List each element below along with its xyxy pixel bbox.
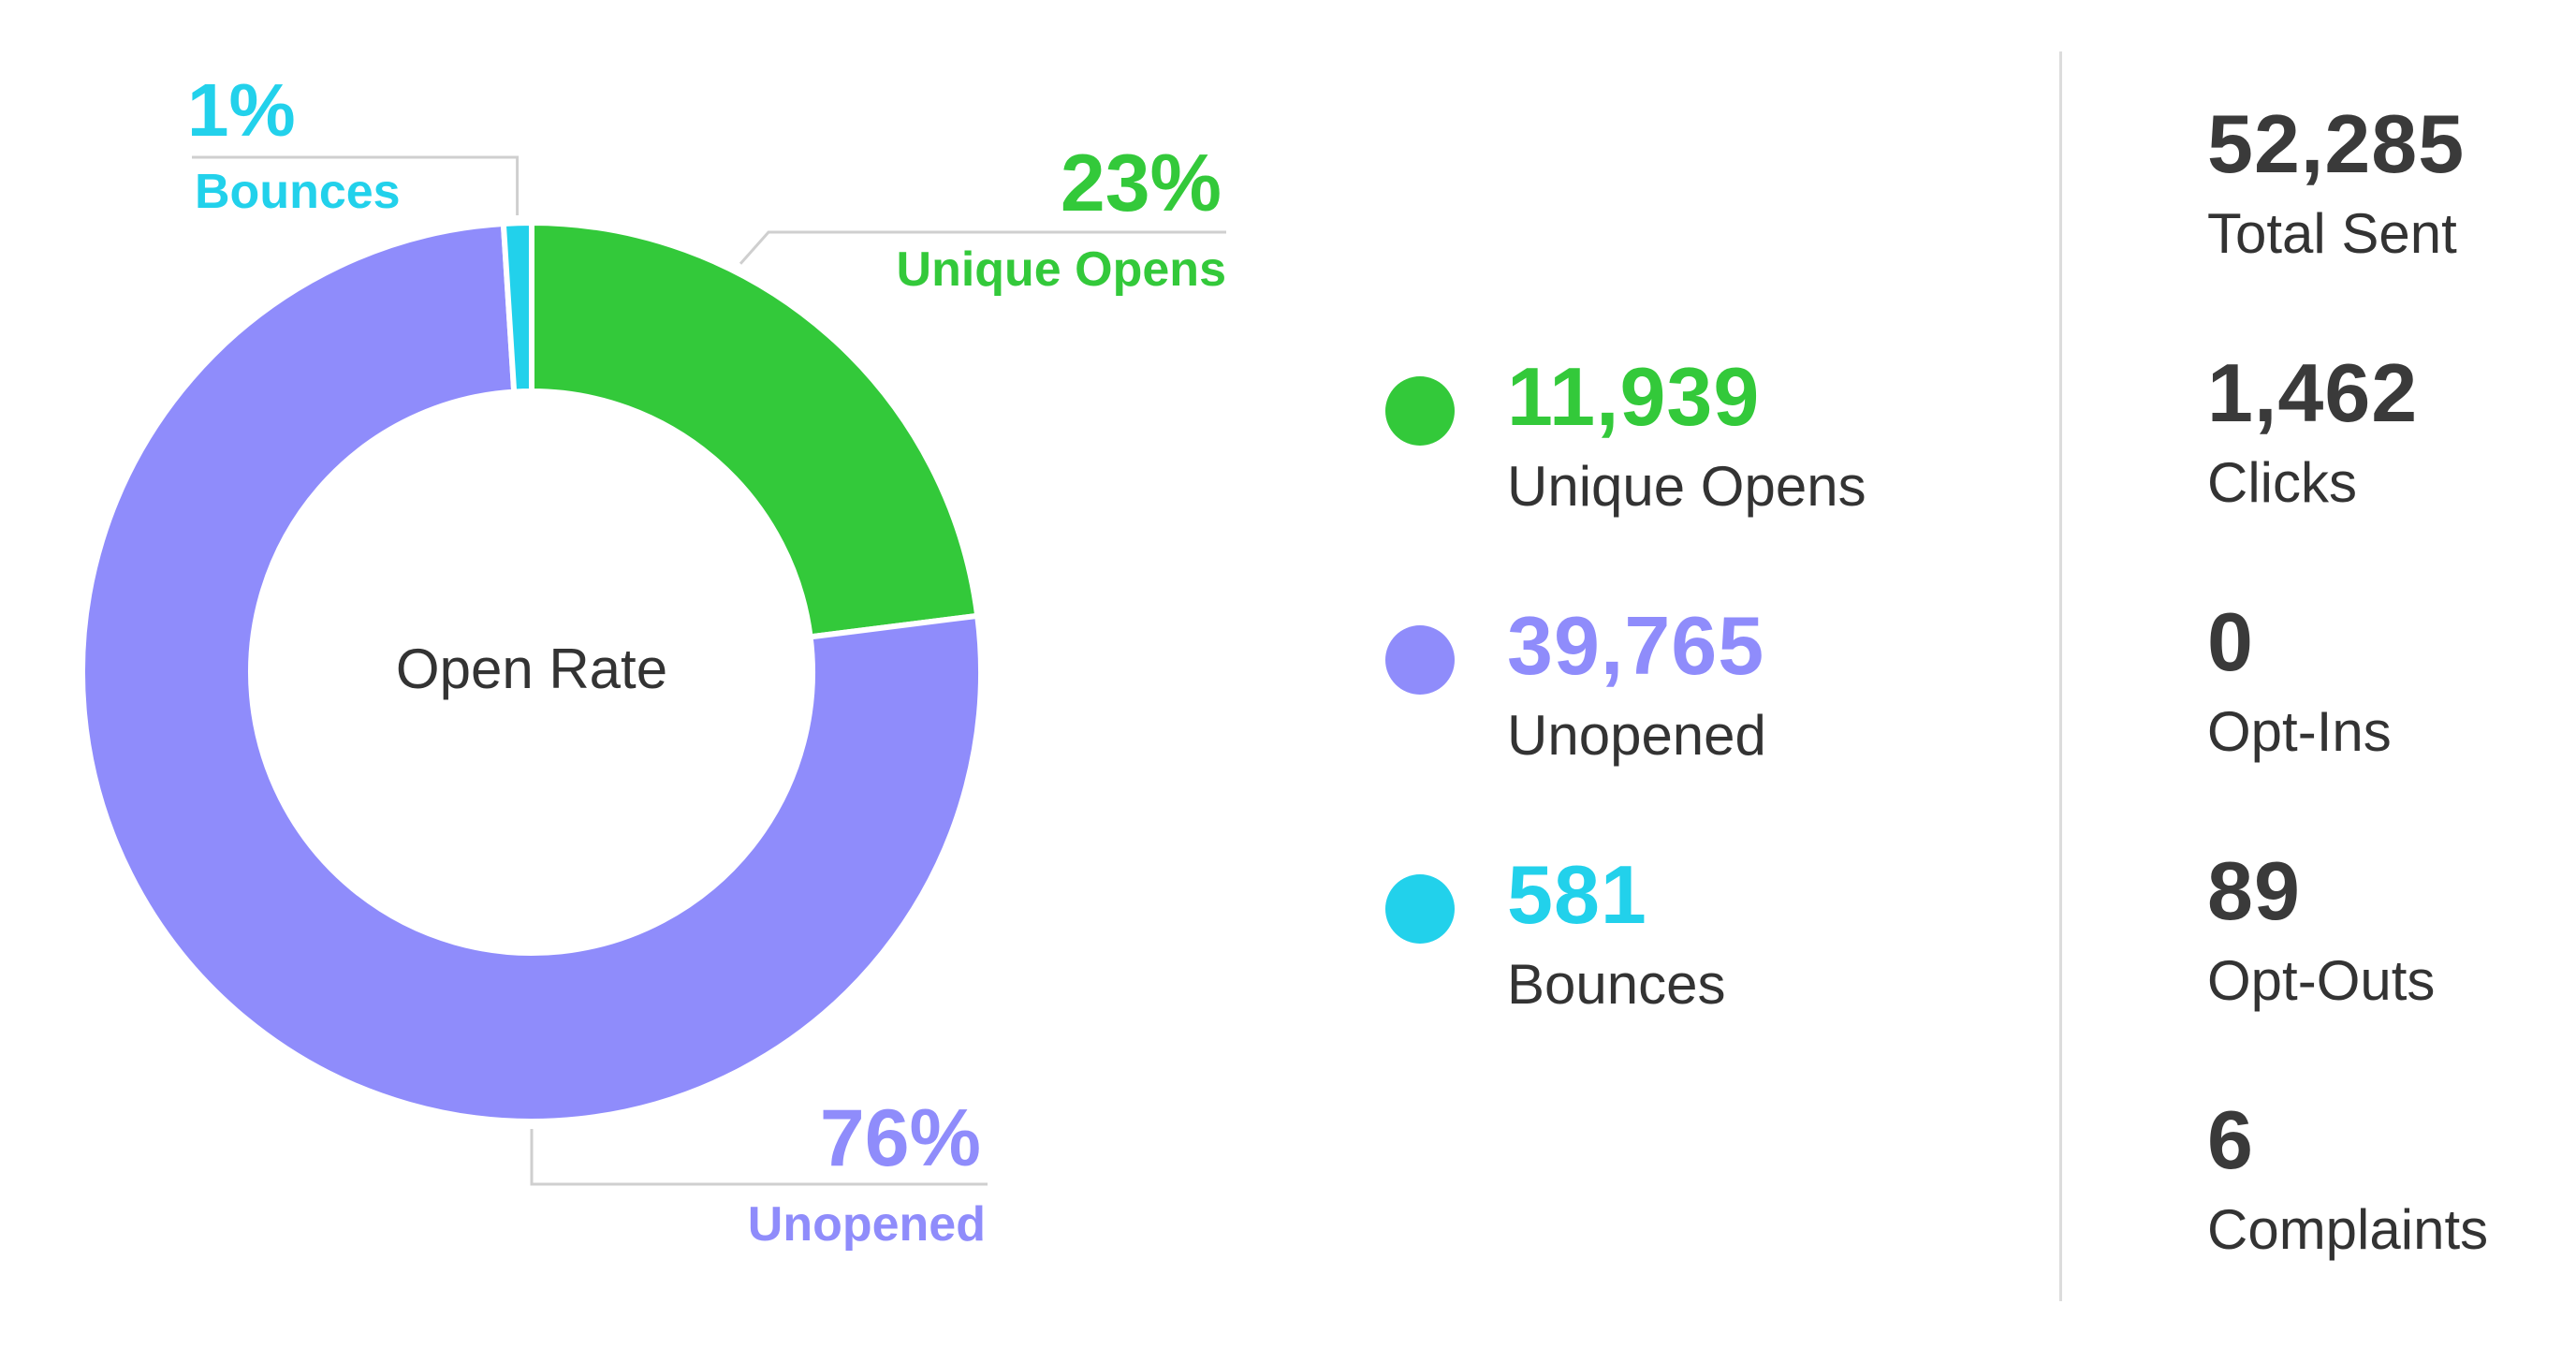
leader-line-bounces — [192, 155, 520, 215]
donut-chart: Open Rate 1% Bounces 23% Unique Opens 76… — [80, 68, 1226, 1252]
legend-label-unique-opens: Unique Opens — [1507, 455, 1866, 518]
legend-item-unopened: 39,765 Unopened — [1385, 605, 2041, 854]
stat-label-clicks: Clicks — [2207, 451, 2357, 514]
unique-opens-callout-label: Unique Opens — [897, 242, 1226, 297]
stat-value-clicks: 1,462 — [2207, 346, 2419, 439]
stat-value-total-sent: 52,285 — [2207, 97, 2466, 190]
unique-opens-pct-label: 23% — [1061, 139, 1222, 228]
legend-dot-unique-opens — [1385, 376, 1455, 446]
divider — [2059, 51, 2062, 1301]
legend: 11,939 Unique Opens 39,765 Unopened 581 … — [1385, 356, 2041, 1103]
stat-value-complaints: 6 — [2207, 1093, 2254, 1186]
stat-complaints: 6 Complaints — [2207, 1099, 2563, 1348]
leader-line-unique-opens — [739, 230, 1226, 265]
legend-label-bounces: Bounces — [1507, 953, 1726, 1016]
stat-value-opt-outs: 89 — [2207, 844, 2301, 937]
stat-total-sent: 52,285 Total Sent — [2207, 103, 2563, 352]
legend-value-unopened: 39,765 — [1507, 599, 1765, 692]
stat-label-opt-ins: Opt-Ins — [2207, 700, 2392, 763]
legend-value-bounces: 581 — [1507, 848, 1647, 941]
stat-value-opt-ins: 0 — [2207, 595, 2254, 688]
legend-item-unique-opens: 11,939 Unique Opens — [1385, 356, 2041, 605]
donut-center-label: Open Rate — [396, 637, 667, 700]
stat-label-total-sent: Total Sent — [2207, 202, 2457, 265]
leader-line-unopened — [530, 1129, 988, 1186]
bounces-pct-label: 1% — [187, 68, 296, 152]
unopened-pct-label: 76% — [820, 1093, 981, 1183]
legend-value-unique-opens: 11,939 — [1507, 350, 1761, 443]
unopened-callout-label: Unopened — [748, 1197, 986, 1252]
donut-slice-unopened — [80, 220, 984, 1124]
stat-label-opt-outs: Opt-Outs — [2207, 949, 2436, 1012]
legend-dot-unopened — [1385, 625, 1455, 695]
stats-panel: 52,285 Total Sent 1,462 Clicks 0 Opt-Ins… — [2207, 103, 2563, 1348]
legend-item-bounces: 581 Bounces — [1385, 854, 2041, 1103]
donut-slice-bounces — [500, 219, 534, 395]
stat-opt-ins: 0 Opt-Ins — [2207, 601, 2563, 850]
stat-label-complaints: Complaints — [2207, 1198, 2489, 1261]
donut-slice-unique-opens — [529, 219, 981, 640]
legend-label-unopened: Unopened — [1507, 704, 1766, 767]
stat-clicks: 1,462 Clicks — [2207, 352, 2563, 601]
stat-opt-outs: 89 Opt-Outs — [2207, 850, 2563, 1099]
bounces-callout-label: Bounces — [195, 165, 401, 219]
legend-dot-bounces — [1385, 874, 1455, 944]
